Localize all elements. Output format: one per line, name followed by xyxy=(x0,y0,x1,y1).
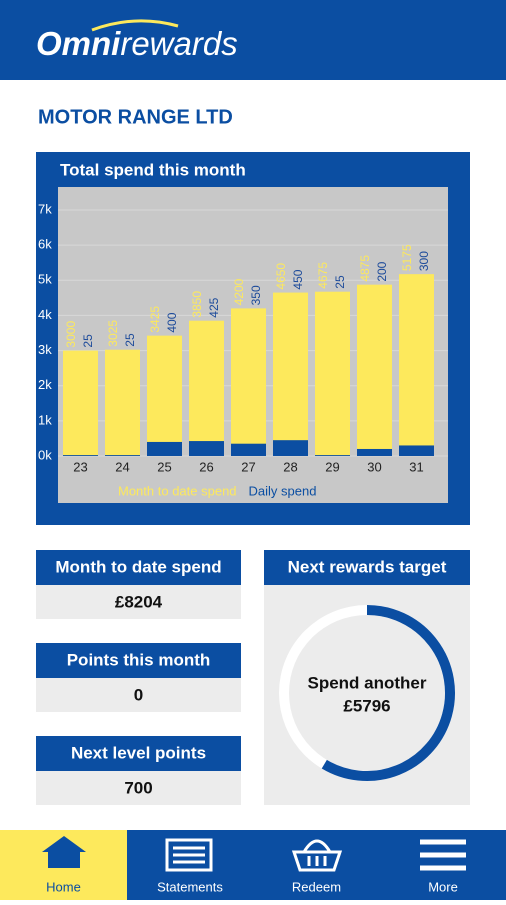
stat-value: £8204 xyxy=(115,592,163,611)
y-tick-label: 2k xyxy=(38,377,52,392)
bar xyxy=(147,335,182,456)
chart-title: Total spend this month xyxy=(60,160,246,179)
data-label: 3850 xyxy=(190,291,204,318)
x-tick-label: 24 xyxy=(115,459,129,474)
bar xyxy=(105,349,140,456)
stat-header xyxy=(36,736,241,771)
bar xyxy=(399,445,434,456)
logo: Omnirewards xyxy=(36,25,238,62)
data-label: 425 xyxy=(207,297,221,317)
home-icon xyxy=(42,836,86,868)
bar xyxy=(273,292,308,456)
x-tick-label: 29 xyxy=(325,459,339,474)
data-label: 3425 xyxy=(148,306,162,333)
donut-inner xyxy=(289,615,445,771)
data-label: 25 xyxy=(81,334,95,348)
bar xyxy=(105,455,140,456)
rewards-header xyxy=(264,550,470,585)
data-label: 4675 xyxy=(316,262,330,289)
y-tick-label: 1k xyxy=(38,412,52,427)
y-tick-label: 5k xyxy=(38,272,52,287)
x-tick-label: 23 xyxy=(73,459,87,474)
x-tick-label: 28 xyxy=(283,459,297,474)
bar xyxy=(231,308,266,456)
stat-header xyxy=(36,643,241,678)
stat-title: Month to date spend xyxy=(55,557,221,576)
x-tick-label: 27 xyxy=(241,459,255,474)
data-label: 4875 xyxy=(358,255,372,282)
nav-icons xyxy=(42,836,466,872)
data-label: 5175 xyxy=(400,244,414,271)
data-label: 25 xyxy=(333,275,347,289)
x-tick-label: 26 xyxy=(199,459,213,474)
legend-entry: Daily spend xyxy=(249,483,317,498)
stat-title: Next level points xyxy=(71,743,206,762)
rewards-title: Next rewards target xyxy=(288,557,447,576)
y-tick-label: 3k xyxy=(38,342,52,357)
donut-progress xyxy=(321,605,455,781)
data-label: 3025 xyxy=(106,320,120,347)
stat-value: 700 xyxy=(124,778,152,797)
stat-body xyxy=(36,678,241,712)
y-tick-label: 4k xyxy=(38,307,52,322)
data-label: 3000 xyxy=(64,321,78,348)
nav-label[interactable]: Redeem xyxy=(292,879,341,894)
logo-bold: Omni xyxy=(36,25,121,62)
data-label: 4650 xyxy=(274,263,288,290)
bar xyxy=(189,441,224,456)
bar xyxy=(63,350,98,456)
bar xyxy=(399,274,434,456)
bar xyxy=(273,440,308,456)
logo-swoosh xyxy=(91,19,179,32)
x-tick-label: 30 xyxy=(367,459,381,474)
stat-body xyxy=(36,771,241,805)
stat-body xyxy=(36,585,241,619)
data-label: 400 xyxy=(165,312,179,332)
bar xyxy=(189,320,224,456)
bar xyxy=(315,455,350,456)
bar xyxy=(63,455,98,456)
nav-label[interactable]: Statements xyxy=(157,879,223,894)
data-label: 450 xyxy=(291,269,305,289)
company-name: MOTOR RANGE LTD xyxy=(38,106,233,128)
data-label: 350 xyxy=(249,285,263,305)
y-tick-label: 0k xyxy=(38,447,52,462)
more-icon xyxy=(420,839,466,871)
data-label: 200 xyxy=(375,261,389,281)
data-label: 4200 xyxy=(232,278,246,305)
rewards-remaining: £5796 xyxy=(343,696,390,715)
logo-rest: rewards xyxy=(120,25,237,62)
bar xyxy=(231,443,266,456)
data-label: 25 xyxy=(123,333,137,347)
data-label: 300 xyxy=(417,251,431,271)
rewards-text: Spend another xyxy=(307,673,426,692)
nav-label[interactable]: More xyxy=(428,879,458,894)
bar xyxy=(357,448,392,456)
y-tick-label: 6k xyxy=(38,237,52,252)
x-tick-label: 25 xyxy=(157,459,171,474)
y-tick-label: 7k xyxy=(38,201,52,216)
x-tick-label: 31 xyxy=(409,459,423,474)
stat-header xyxy=(36,550,241,585)
bar xyxy=(315,291,350,456)
header-bar xyxy=(0,0,506,80)
stat-value: 0 xyxy=(134,685,143,704)
legend-entry: Month to date spend xyxy=(118,483,237,498)
bar xyxy=(147,441,182,456)
redeem-icon xyxy=(291,839,343,872)
stat-title: Points this month xyxy=(67,650,211,669)
bar xyxy=(357,284,392,456)
statements-icon xyxy=(165,838,213,872)
nav-label[interactable]: Home xyxy=(46,879,81,894)
